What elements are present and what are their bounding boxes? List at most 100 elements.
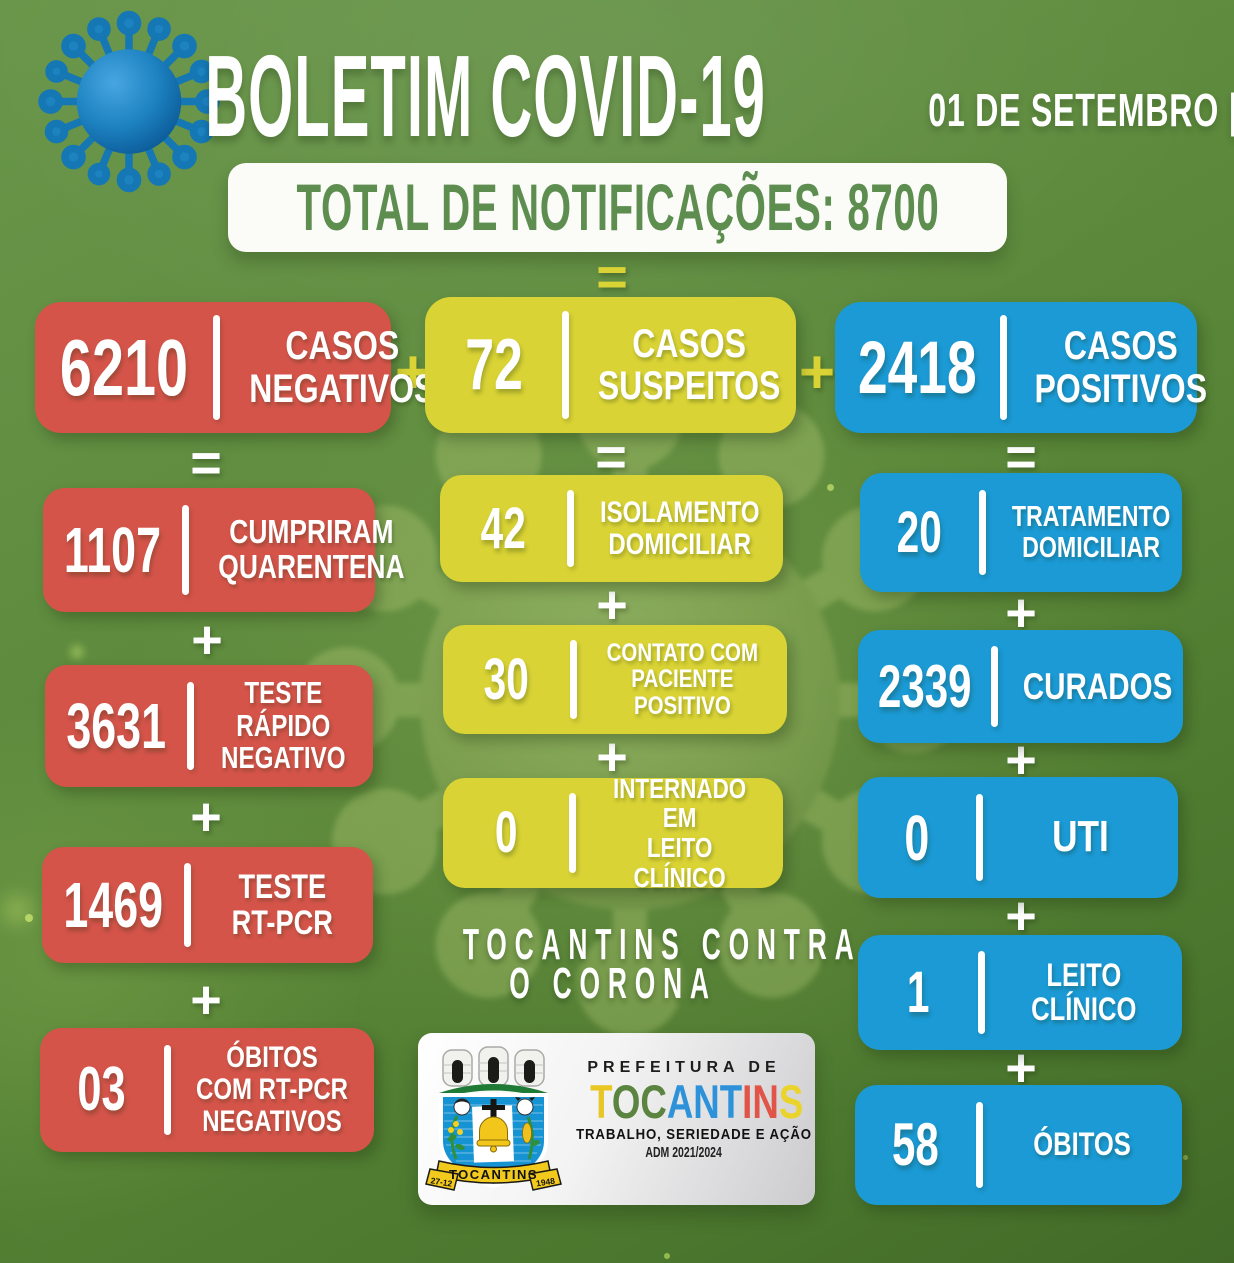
stat-label: ISOLAMENTO DOMICILIAR xyxy=(599,495,760,561)
card-teste-rt-pcr: 1469 TESTE RT-PCR xyxy=(42,847,373,963)
stat-value: 6210 xyxy=(59,322,189,412)
stat-value: 1469 xyxy=(63,869,164,941)
equals-operator: = xyxy=(596,247,628,307)
stat-value: 2339 xyxy=(878,652,972,720)
stat-value: 03 xyxy=(77,1055,126,1124)
slogan-line-1: TOCANTINS CONTRA xyxy=(462,920,862,969)
wordmark-letter: O xyxy=(611,1075,641,1128)
prefeitura-de-text: PREFEITURA DE xyxy=(587,1059,781,1076)
divider xyxy=(163,1045,171,1135)
crest-banner-text: TOCANTINS xyxy=(449,1167,538,1182)
stat-label: CASOS SUSPEITOS xyxy=(598,321,781,408)
stat-value: 72 xyxy=(464,325,523,405)
date-text: 01 DE SETEMBRO | 10H xyxy=(765,86,1234,135)
glow-dot xyxy=(70,645,84,659)
total-notifications-text: TOTAL DE NOTIFICAÇÕES: 8700 xyxy=(296,169,939,244)
stat-value: 2418 xyxy=(858,325,977,409)
date-text-value: 01 DE SETEMBRO | 10H xyxy=(928,84,1234,136)
card-internado-leito-clinico: 0 INTERNADO EM LEITO CLÍNICO xyxy=(443,773,783,892)
coronavirus-icon xyxy=(38,10,220,193)
tocantins-crest: TOCANTINS 27-12 1948 xyxy=(425,1046,562,1191)
stat-label: TESTE RÁPIDO NEGATIVO xyxy=(221,674,346,776)
card-curados: 2339 CURADOS xyxy=(858,630,1183,743)
divider xyxy=(187,682,195,770)
stat-label: CUMPRIRAM QUARENTENA xyxy=(218,513,405,585)
stat-value: 1 xyxy=(906,959,930,1025)
stat-label: CASOS NEGATIVOS xyxy=(249,324,436,411)
card-cumpriram-quarentena: 1107 CUMPRIRAM QUARENTENA xyxy=(43,488,404,612)
stat-label: CURADOS xyxy=(1023,665,1173,707)
divider xyxy=(568,793,576,873)
stat-label: LEITO CLÍNICO xyxy=(1030,956,1137,1027)
glow-dot xyxy=(1183,1155,1188,1160)
page-title-text: BOLETIM COVID-19 xyxy=(205,30,767,161)
stat-value: 58 xyxy=(892,1111,939,1178)
divider xyxy=(566,489,574,568)
card-contato-paciente-positivo: 30 CONTATO COM PACIENTE POSITIVO xyxy=(443,625,787,734)
plus-operator: + xyxy=(596,727,628,787)
stat-value: 20 xyxy=(896,499,943,565)
prefecture-logo-plate: TOCANTINS 27-12 1948 PREFEITURA DE TOCAN… xyxy=(418,1033,815,1205)
card-obitos: 58 ÓBITOS xyxy=(855,1085,1182,1205)
divider xyxy=(975,1101,983,1189)
card-casos-suspeitos: 72 CASOS SUSPEITOS xyxy=(425,297,796,433)
stat-label: ÓBITOS xyxy=(1033,1126,1132,1163)
card-obitos-rt-pcr-negativos: 03 ÓBITOS COM RT-PCR NEGATIVOS xyxy=(40,1028,374,1152)
glow-dot xyxy=(2,895,32,925)
crest-left-tail-text: 27-12 xyxy=(430,1175,453,1188)
card-uti: 0 UTI xyxy=(858,777,1178,898)
glow-dot xyxy=(25,914,33,922)
divider xyxy=(181,505,189,595)
stat-value: 0 xyxy=(904,801,930,874)
city-wordmark: TOCANTINS xyxy=(590,1077,803,1126)
wordmark-letter: N xyxy=(752,1075,779,1128)
page-title: BOLETIM COVID-19 xyxy=(190,34,782,157)
stat-label: CONTATO COM PACIENTE POSITIVO xyxy=(606,638,758,720)
divider xyxy=(976,793,984,882)
crest-right-tail-text: 1948 xyxy=(535,1176,556,1189)
wordmark-letter: T xyxy=(590,1075,612,1128)
wordmark-letter: A xyxy=(666,1075,694,1128)
divider xyxy=(979,489,987,576)
total-notifications-banner: TOTAL DE NOTIFICAÇÕES: 8700 xyxy=(228,163,1007,252)
stat-value: 30 xyxy=(484,646,530,712)
plus-operator: + xyxy=(190,787,222,847)
divider xyxy=(212,315,220,420)
divider xyxy=(999,315,1007,420)
divider xyxy=(977,951,985,1034)
card-casos-positivos: 2418 CASOS POSITIVOS xyxy=(835,302,1207,433)
plus-operator: + xyxy=(1005,886,1037,946)
wordmark-letter: N xyxy=(693,1075,720,1128)
divider xyxy=(991,645,999,728)
stat-label: CASOS POSITIVOS xyxy=(1034,324,1207,411)
plus-operator: + xyxy=(798,338,836,407)
stat-value: 0 xyxy=(494,800,518,865)
crest-towers xyxy=(442,1046,545,1087)
divider xyxy=(570,640,578,719)
stat-label: UTI xyxy=(1052,812,1110,862)
stat-label: TESTE RT-PCR xyxy=(231,867,333,942)
stat-label: INTERNADO EM LEITO CLÍNICO xyxy=(612,772,746,893)
glow-dot xyxy=(664,1253,670,1259)
divider xyxy=(184,863,192,947)
adm-text: ADM 2021/2024 xyxy=(645,1144,723,1162)
card-isolamento-domiciliar: 42 ISOLAMENTO DOMICILIAR xyxy=(440,475,783,582)
glow-dot xyxy=(827,484,834,491)
slogan-line-2: O CORONA xyxy=(508,959,717,1008)
card-teste-rapido-negativo: 3631 TESTE RÁPIDO NEGATIVO xyxy=(45,665,373,787)
plus-operator: + xyxy=(596,575,628,635)
wordmark-letter: T xyxy=(719,1075,743,1128)
stat-value: 1107 xyxy=(63,514,162,586)
wordmark-letter: S xyxy=(778,1075,804,1128)
stat-label: TRATAMENTO DOMICILIAR xyxy=(1011,500,1171,564)
divider xyxy=(562,310,570,420)
motto-text: TRABALHO, SERIEDADE E AÇÃO xyxy=(576,1126,812,1144)
wordmark-letter: C xyxy=(640,1075,667,1128)
stat-value: 42 xyxy=(480,495,527,561)
wordmark-letter: I xyxy=(742,1075,753,1128)
card-leito-clinico: 1 LEITO CLÍNICO xyxy=(858,935,1182,1050)
card-tratamento-domiciliar: 20 TRATAMENTO DOMICILIAR xyxy=(860,473,1182,592)
stat-label: ÓBITOS COM RT-PCR NEGATIVOS xyxy=(196,1041,349,1138)
stat-value: 3631 xyxy=(66,690,167,762)
